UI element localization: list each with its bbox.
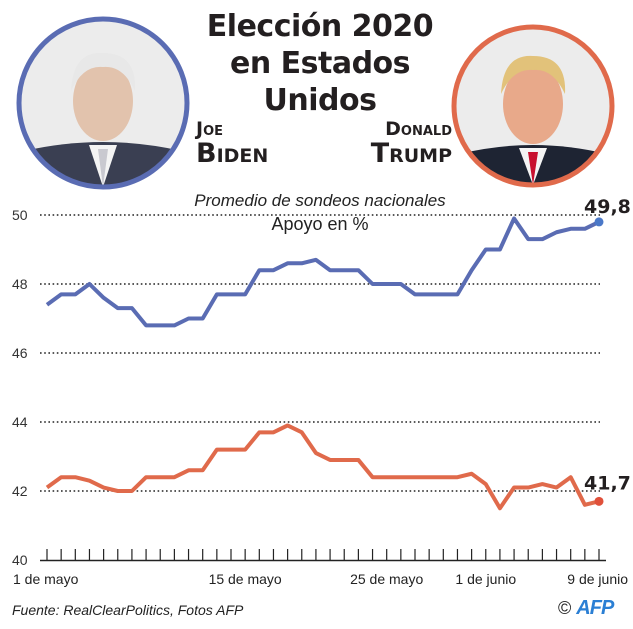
x-tick-label: 1 de junio xyxy=(455,571,516,587)
source-note: Fuente: RealClearPolitics, Fotos AFP xyxy=(12,602,244,618)
end-marker-trump xyxy=(594,496,604,506)
end-value-label: 41,7 xyxy=(584,472,631,494)
y-tick-label: 42 xyxy=(12,483,28,499)
y-tick-label: 46 xyxy=(12,345,28,361)
series-line-trump xyxy=(45,423,600,511)
hair xyxy=(501,55,566,94)
series-line-biden xyxy=(45,216,600,328)
tie xyxy=(528,152,538,185)
y-tick-label: 48 xyxy=(12,276,28,292)
x-tick-label: 1 de mayo xyxy=(13,571,79,587)
last-name: Trump xyxy=(370,138,452,169)
end-value-label: 49,8 xyxy=(584,196,631,218)
x-tick-label: 9 de junio xyxy=(567,571,628,587)
x-tick-label: 25 de mayo xyxy=(350,571,423,587)
y-tick-label: 50 xyxy=(12,207,28,223)
portrait-ring xyxy=(16,16,190,190)
first-name: Donald xyxy=(385,118,452,140)
first-name: Joe xyxy=(196,118,224,140)
afp-logo: AFP xyxy=(576,597,614,619)
portrait-image xyxy=(454,27,612,185)
title-line: en Estados xyxy=(229,46,411,81)
tie xyxy=(98,149,108,187)
x-tick-label: 15 de mayo xyxy=(209,571,282,587)
y-tick-label: 40 xyxy=(12,552,28,568)
title-line: Unidos xyxy=(263,83,377,118)
y-axis-label: Apoyo en % xyxy=(271,214,369,234)
trump-portrait xyxy=(451,24,615,188)
title-line: Elección 2020 xyxy=(206,9,434,44)
y-tick-label: 44 xyxy=(12,414,28,430)
hair xyxy=(71,52,136,91)
portrait-ring xyxy=(451,24,615,188)
chart-title: Promedio de sondeos nacionales xyxy=(194,191,446,210)
biden-portrait xyxy=(16,16,190,190)
credit: © AFP xyxy=(558,597,614,620)
copyright-icon: © xyxy=(558,598,572,618)
face xyxy=(503,64,563,144)
candidate-name-biden: Joe Biden xyxy=(196,118,268,168)
candidate-name-trump: Donald Trump xyxy=(368,118,452,168)
end-marker-biden xyxy=(594,217,604,227)
face xyxy=(73,61,133,141)
last-name: Biden xyxy=(196,138,269,169)
page-title: Elección 2020 en Estados Unidos xyxy=(190,8,450,119)
